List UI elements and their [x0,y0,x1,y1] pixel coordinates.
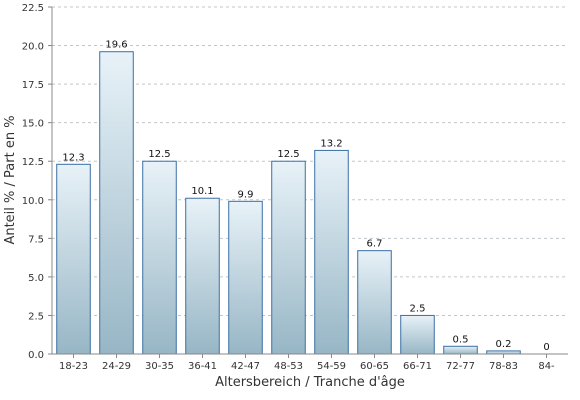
value-label: 0.2 [496,339,512,350]
y-tick-label: 22.5 [22,3,44,14]
value-label: 6.7 [367,239,383,250]
y-axis-title: Anteil % / Part en % [3,115,18,244]
y-tick-label: 2.5 [28,311,44,322]
y-tick-label: 0.0 [28,350,44,361]
bar-54-59 [314,149,349,355]
value-label: 10.1 [191,186,213,197]
x-tick-label: 84- [538,361,555,372]
axes: 0.0 2.5 5.0 7.5 10.0 12.5 15.0 17.5 20.0 22.5 18-2… [22,3,568,372]
value-label: 0 [543,342,549,353]
bar-24-29 [99,51,134,355]
bar-42-47 [228,200,263,355]
x-tick-label: 48-53 [274,361,303,372]
y-tick-label: 17.5 [22,80,44,91]
bar-36-41 [185,197,220,355]
y-tick-label: 12.5 [22,157,44,168]
value-label: 0.5 [453,334,469,345]
value-label: 2.5 [410,303,426,314]
x-tick-label: 66-71 [403,361,432,372]
value-labels: 12.3 19.6 12.5 10.1 9.9 12.5 13.2 6.7 2.5 0.5 0.2 0 [62,40,549,353]
x-tick-label: 72-77 [446,361,475,372]
x-tick-label: 54-59 [317,361,346,372]
bar-72-77 [443,345,478,355]
value-label: 12.3 [62,152,84,163]
x-tick-label: 36-41 [188,361,217,372]
bar-66-71 [400,314,435,355]
x-tick-label: 30-35 [145,361,174,372]
x-tick-label: 42-47 [231,361,260,372]
bar-18-23 [56,163,91,355]
bar-30-35 [142,160,177,355]
x-tick-label: 24-29 [102,361,131,372]
value-label: 19.6 [105,40,127,51]
bar-60-65 [357,250,392,355]
value-label: 9.9 [238,189,254,200]
y-tick-label: 7.5 [28,234,44,245]
x-tick-label: 60-65 [360,361,389,372]
value-label: 13.2 [320,138,342,149]
y-tick-label: 10.0 [22,196,44,207]
grid-lines [52,6,568,316]
x-tick-label: 78-83 [489,361,518,372]
value-label: 12.5 [277,149,299,160]
x-tick-label: 18-23 [59,361,88,372]
y-tick-label: 15.0 [22,119,44,130]
value-label: 12.5 [148,149,170,160]
bar-48-53 [271,160,306,355]
x-axis-title: Altersbereich / Tranche d'âge [215,375,405,390]
y-tick-label: 20.0 [22,42,44,53]
y-tick-label: 5.0 [28,273,44,284]
bars [56,51,521,355]
